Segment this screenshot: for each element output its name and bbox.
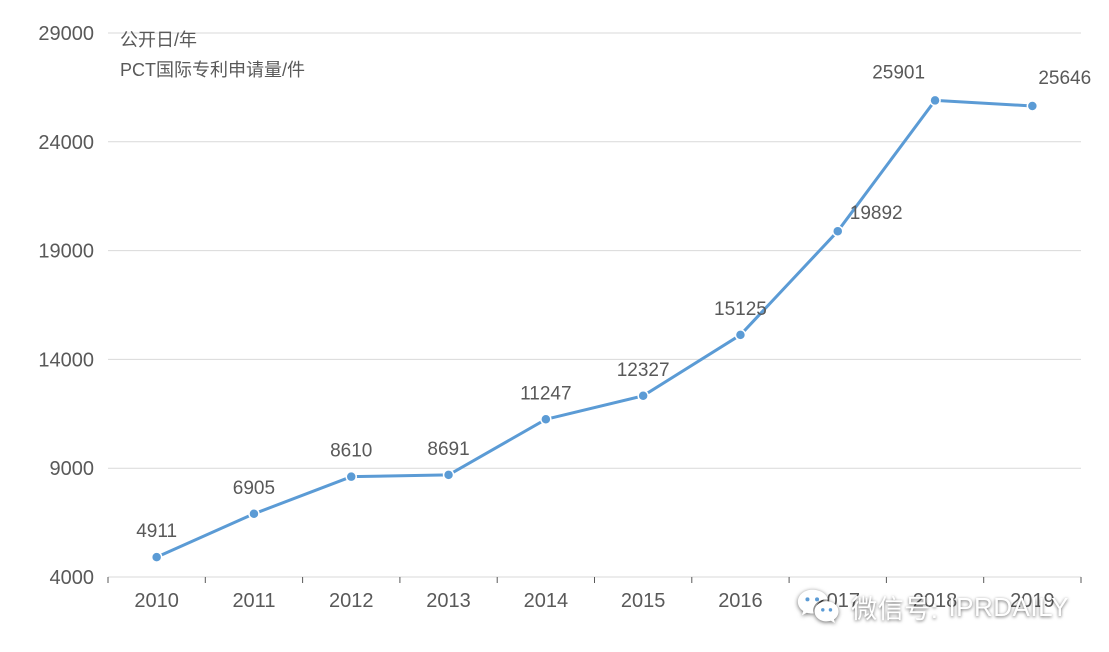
x-tick-label: 2013 bbox=[426, 590, 471, 612]
x-tick-label: 2010 bbox=[134, 590, 179, 612]
x-tick-label: 2018 bbox=[913, 590, 958, 612]
data-point bbox=[444, 470, 454, 480]
data-point bbox=[638, 391, 648, 401]
data-label: 8610 bbox=[330, 441, 372, 462]
data-label: 25901 bbox=[872, 62, 925, 83]
data-point bbox=[833, 226, 843, 236]
data-label: 8691 bbox=[427, 439, 469, 460]
data-label: 19892 bbox=[850, 203, 903, 224]
data-point bbox=[541, 414, 551, 424]
data-point bbox=[1027, 101, 1037, 111]
data-point bbox=[249, 509, 259, 519]
line-chart: 4000 9000 14000 19000 24000 29000 2010 2011 2012… bbox=[0, 0, 1109, 652]
y-tick-label: 14000 bbox=[38, 349, 94, 371]
y-tick-label: 19000 bbox=[38, 241, 94, 263]
data-point bbox=[735, 330, 745, 340]
data-label: 12327 bbox=[617, 360, 670, 381]
data-point bbox=[152, 552, 162, 562]
chart-title-line2: PCT国际专利申请量/件 bbox=[120, 60, 305, 80]
data-label: 15125 bbox=[714, 299, 767, 320]
x-tick-label: 2014 bbox=[524, 590, 569, 612]
x-tick-label: 2015 bbox=[621, 590, 666, 612]
x-tick-label: 2012 bbox=[329, 590, 374, 612]
y-tick-label: 4000 bbox=[50, 567, 95, 589]
data-label: 25646 bbox=[1038, 68, 1091, 89]
x-tick-label: 2011 bbox=[232, 590, 275, 612]
data-label: 11247 bbox=[520, 383, 571, 404]
y-tick-label: 29000 bbox=[38, 23, 94, 45]
x-tick-label: 2019 bbox=[1010, 590, 1055, 612]
chart-title-line1: 公开日/年 bbox=[120, 30, 197, 50]
data-label: 4911 bbox=[136, 521, 177, 542]
y-tick-label: 24000 bbox=[38, 132, 94, 154]
x-tick-label: 2016 bbox=[718, 590, 763, 612]
data-label: 6905 bbox=[233, 478, 275, 499]
y-tick-label: 9000 bbox=[50, 458, 95, 480]
data-point bbox=[930, 95, 940, 105]
chart-container: 4000 9000 14000 19000 24000 29000 2010 2011 2012… bbox=[0, 0, 1109, 652]
x-tick-label: 2017 bbox=[816, 590, 861, 612]
data-point bbox=[346, 472, 356, 482]
